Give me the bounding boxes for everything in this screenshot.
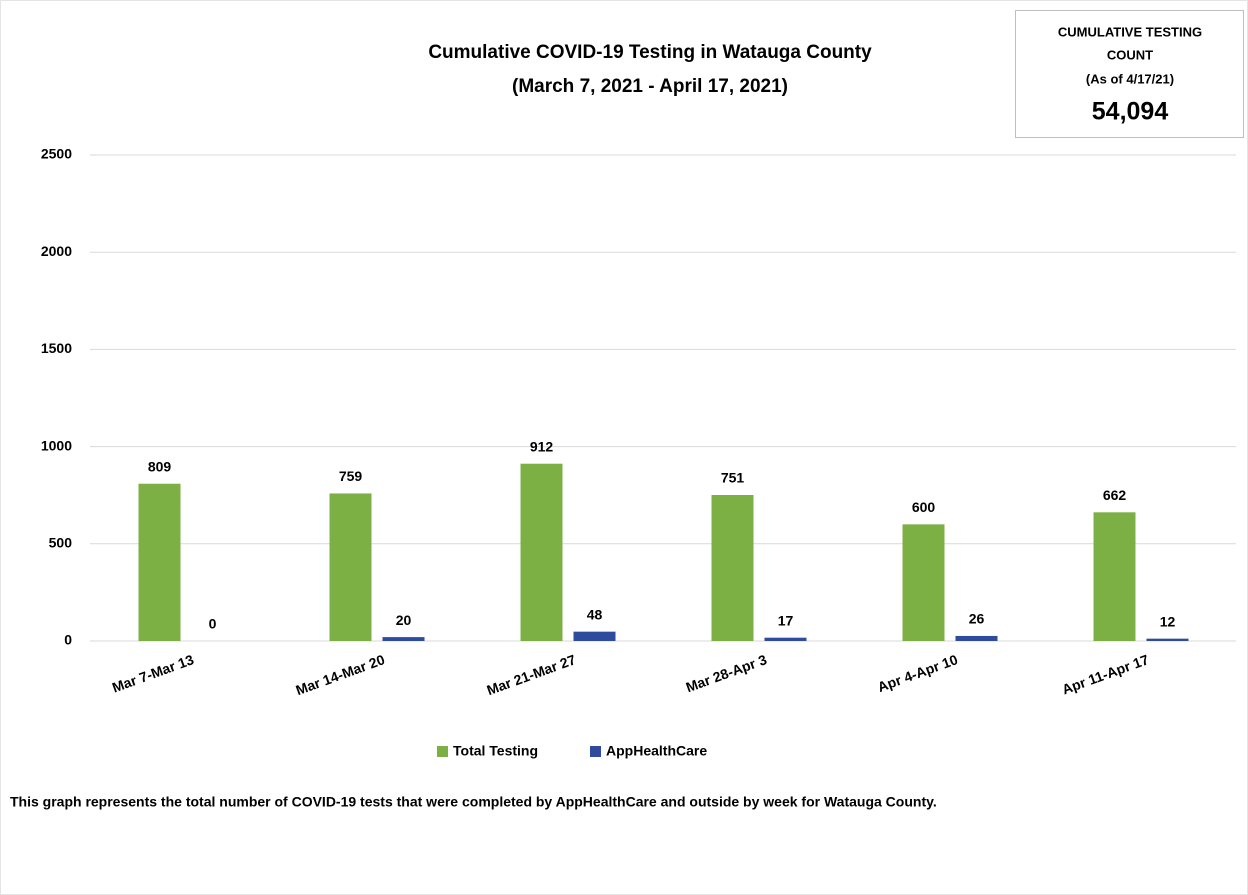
legend-label: AppHealthCare — [606, 743, 707, 759]
data-label: 912 — [530, 438, 554, 454]
data-label: 26 — [969, 611, 985, 627]
y-tick-label: 500 — [49, 535, 73, 551]
bar — [329, 493, 372, 641]
bar — [138, 483, 181, 641]
legend-label: Total Testing — [453, 743, 538, 759]
data-label: 600 — [912, 499, 936, 515]
y-tick-label: 1000 — [41, 437, 72, 453]
data-label: 809 — [148, 458, 172, 474]
y-tick-label: 2000 — [41, 243, 72, 259]
bar — [382, 637, 425, 641]
y-tick-label: 2500 — [41, 146, 72, 162]
data-label: 20 — [396, 612, 412, 628]
box-heading: COUNT — [1107, 47, 1153, 62]
summary-box — [1015, 10, 1244, 138]
legend-swatch — [590, 746, 601, 757]
box-heading: CUMULATIVE TESTING — [1058, 24, 1202, 39]
data-label: 759 — [339, 468, 363, 484]
bar — [764, 637, 807, 641]
data-label: 662 — [1103, 487, 1127, 503]
bar — [955, 635, 998, 641]
caption: This graph represents the total number o… — [10, 794, 937, 810]
chart-subtitle: (March 7, 2021 - April 17, 2021) — [512, 76, 788, 97]
box-value: 54,094 — [1092, 98, 1169, 126]
data-label: 17 — [778, 612, 794, 628]
data-label: 751 — [721, 470, 745, 486]
bar — [573, 631, 616, 641]
bar — [902, 524, 945, 641]
data-label: 0 — [209, 616, 217, 632]
data-label: 48 — [587, 606, 603, 622]
bar — [1146, 638, 1189, 641]
bar — [1093, 512, 1136, 641]
data-label: 12 — [1160, 613, 1176, 629]
bar — [520, 463, 563, 641]
chart-title: Cumulative COVID-19 Testing in Watauga C… — [428, 42, 872, 63]
legend-swatch — [437, 746, 448, 757]
box-date: (As of 4/17/21) — [1086, 71, 1174, 86]
y-tick-label: 0 — [64, 632, 72, 648]
bar — [711, 495, 754, 641]
y-tick-label: 1500 — [41, 340, 72, 356]
